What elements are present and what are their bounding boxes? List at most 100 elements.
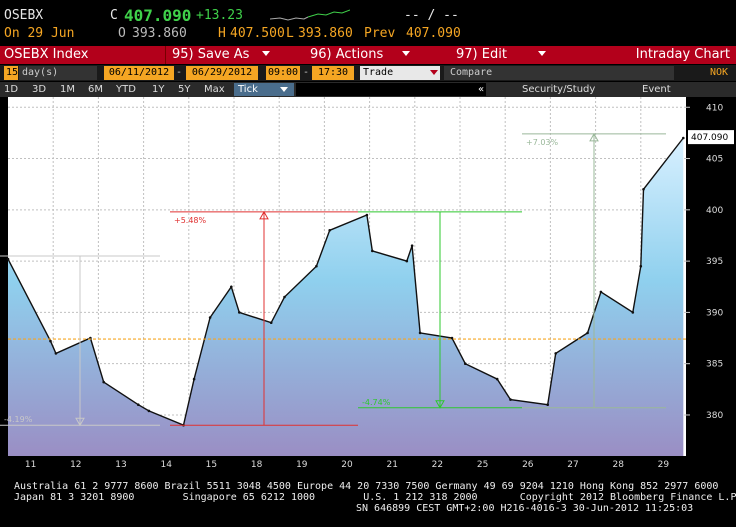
prev-label: Prev bbox=[364, 26, 396, 41]
save-as-button[interactable]: 95) Save As bbox=[172, 47, 250, 62]
price-point bbox=[495, 377, 499, 381]
quote-strip: OSEBX C 407.090 +13.23 -- / -- On 29 Jun… bbox=[0, 0, 736, 44]
security-field[interactable]: OSEBX Index bbox=[0, 46, 166, 64]
price-area-fill bbox=[8, 138, 684, 456]
annotation-label: -4.74% bbox=[362, 398, 391, 407]
event-button[interactable]: Event bbox=[642, 84, 671, 95]
low-value: 393.860 bbox=[298, 26, 353, 41]
y-tick-label: 385 bbox=[706, 360, 723, 370]
price-point bbox=[639, 264, 643, 268]
tab-max[interactable]: Max bbox=[204, 84, 225, 95]
x-tick-label: 20 bbox=[341, 460, 353, 469]
price-change: +13.23 bbox=[196, 8, 243, 23]
y-tick-label: 380 bbox=[706, 411, 723, 421]
event-type-dropdown-icon[interactable] bbox=[430, 70, 438, 75]
price-point bbox=[554, 352, 557, 355]
x-tick-label: 18 bbox=[251, 460, 263, 469]
x-tick-label: 29 bbox=[658, 460, 670, 469]
open-label: O bbox=[118, 26, 126, 41]
annotation-label: +5.48% bbox=[174, 216, 207, 225]
price-point bbox=[365, 213, 369, 217]
price-point bbox=[631, 311, 635, 314]
x-axis: 111213141518192021222526272829Jun 2012 bbox=[25, 460, 670, 469]
tab-5y[interactable]: 5Y bbox=[178, 84, 191, 95]
tab-6m[interactable]: 6M bbox=[88, 84, 103, 95]
price-point bbox=[230, 285, 233, 289]
x-tick-label: 26 bbox=[522, 460, 534, 469]
currency-label[interactable]: NOK bbox=[709, 67, 728, 78]
end-date-input[interactable]: 06/29/2012 bbox=[186, 66, 258, 80]
price-point bbox=[450, 336, 454, 340]
x-tick-label: 22 bbox=[432, 460, 443, 469]
period-number-input[interactable]: 15 bbox=[4, 66, 18, 80]
price-point bbox=[418, 331, 422, 335]
intraday-chart[interactable]: -4.19% +5.48% -4.74% +7.03% 380 385 390 395 400… bbox=[0, 97, 736, 469]
price-area bbox=[6, 136, 685, 456]
price-point bbox=[6, 257, 10, 261]
price-point bbox=[405, 259, 409, 263]
collapse-icon[interactable]: « bbox=[478, 84, 485, 95]
close-prefix: C bbox=[110, 8, 118, 23]
edit-dropdown-icon[interactable] bbox=[538, 51, 546, 56]
start-time-input[interactable]: 09:00 bbox=[266, 66, 300, 80]
edit-button[interactable]: 97) Edit bbox=[456, 47, 507, 62]
annotation-label: -4.19% bbox=[4, 415, 33, 424]
y-tick-label: 400 bbox=[706, 206, 723, 216]
tab-tick[interactable]: Tick bbox=[234, 83, 294, 96]
bid-ask: -- / -- bbox=[404, 8, 459, 23]
x-tick-label: 11 bbox=[25, 460, 36, 469]
quote-date: On 29 Jun bbox=[4, 26, 75, 41]
y-tick-label: 390 bbox=[706, 308, 723, 318]
security-study-button[interactable]: Security/Study bbox=[522, 84, 596, 95]
tab-row: 1D 3D 1M 6M YTD 1Y 5Y Max Tick « Securit… bbox=[0, 82, 736, 177]
footer-session: SN 646899 CEST GMT+2:00 H216-4016-3 30-J… bbox=[356, 503, 694, 514]
x-tick-label: 14 bbox=[160, 460, 172, 469]
compare-input[interactable]: Compare bbox=[444, 66, 674, 80]
tab-1m[interactable]: 1M bbox=[60, 84, 75, 95]
price-point bbox=[192, 377, 196, 381]
end-time-input[interactable]: 17:30 bbox=[312, 66, 354, 80]
menu-bar: OSEBX Index 95) Save As 96) Actions 97) … bbox=[0, 46, 736, 64]
tab-3d[interactable]: 3D bbox=[32, 84, 47, 95]
price-point bbox=[546, 403, 549, 407]
price-point bbox=[49, 339, 52, 343]
save-as-dropdown-icon[interactable] bbox=[262, 51, 270, 56]
footer-contacts-1: Australia 61 2 9777 8600 Brazil 5511 304… bbox=[14, 481, 719, 492]
actions-button[interactable]: 96) Actions bbox=[310, 47, 384, 62]
start-date-input[interactable]: 06/11/2012 bbox=[104, 66, 174, 80]
price-point bbox=[54, 352, 58, 355]
tab-1d[interactable]: 1D bbox=[4, 84, 19, 95]
x-tick-label: 19 bbox=[296, 460, 308, 469]
price-point bbox=[315, 264, 318, 268]
low-label: L bbox=[286, 26, 294, 41]
actions-dropdown-icon[interactable] bbox=[402, 51, 410, 56]
y-axis: 380 385 390 395 400 405 410 407.090 bbox=[686, 103, 734, 421]
annotation-arrow-head bbox=[435, 400, 445, 409]
x-tick-label: 21 bbox=[386, 460, 397, 469]
y-tick-label: 405 bbox=[706, 155, 723, 165]
ticker[interactable]: OSEBX bbox=[4, 8, 44, 23]
y-tick-label: 410 bbox=[706, 103, 723, 113]
settings-row: 15 day(s) 06/11/2012 - 06/29/2012 09:00 … bbox=[0, 65, 736, 81]
price-point bbox=[102, 380, 105, 384]
tab-ytd[interactable]: YTD bbox=[116, 84, 136, 95]
price-point bbox=[509, 398, 512, 401]
open-value: 393.860 bbox=[132, 26, 187, 41]
date-separator: - bbox=[176, 67, 183, 78]
price-point bbox=[328, 229, 332, 232]
prev-value: 407.090 bbox=[406, 26, 461, 41]
annotation-arrow-head bbox=[259, 210, 269, 220]
tick-input[interactable] bbox=[296, 83, 486, 96]
x-tick-label: 12 bbox=[70, 460, 81, 469]
page-title: Intraday Chart bbox=[635, 47, 730, 62]
last-price-flag-label: 407.090 bbox=[691, 133, 728, 143]
price-point bbox=[371, 249, 374, 253]
tick-dropdown-icon[interactable] bbox=[280, 87, 288, 92]
annotations: -4.19% +5.48% -4.74% +7.03% bbox=[0, 132, 666, 427]
x-tick-label: 15 bbox=[206, 460, 217, 469]
high-label: H bbox=[218, 26, 226, 41]
event-type-select[interactable]: Trade bbox=[360, 66, 440, 80]
period-unit-select[interactable]: day(s) bbox=[19, 66, 97, 80]
price-point bbox=[238, 311, 241, 314]
tab-1y[interactable]: 1Y bbox=[152, 84, 165, 95]
